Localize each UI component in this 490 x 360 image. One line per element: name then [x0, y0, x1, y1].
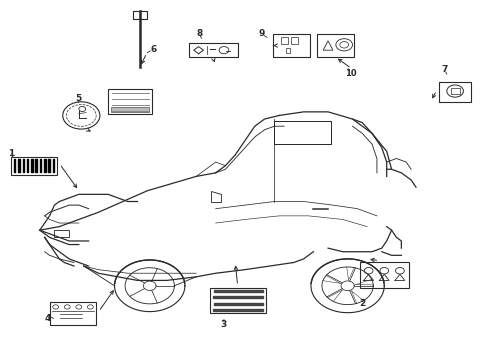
Bar — [108, 89, 152, 114]
Bar — [133, 12, 147, 19]
Bar — [11, 157, 57, 175]
Bar — [317, 34, 354, 57]
Text: 7: 7 — [441, 65, 448, 74]
Bar — [111, 107, 149, 112]
Bar — [451, 88, 460, 94]
Bar — [286, 48, 291, 53]
Bar — [439, 82, 471, 102]
Text: 2: 2 — [359, 299, 366, 308]
Text: 8: 8 — [197, 29, 203, 38]
Text: 4: 4 — [45, 314, 51, 323]
Bar — [189, 43, 238, 57]
Text: 1: 1 — [8, 149, 15, 158]
Bar — [50, 302, 96, 324]
Bar — [281, 37, 288, 44]
Polygon shape — [211, 191, 220, 202]
Bar — [54, 230, 69, 237]
Bar — [210, 288, 266, 313]
Bar — [292, 37, 298, 44]
Text: 9: 9 — [259, 29, 265, 38]
Circle shape — [63, 102, 100, 129]
Text: 5: 5 — [75, 94, 81, 103]
Bar — [274, 121, 331, 144]
Text: 10: 10 — [345, 69, 356, 78]
Text: 6: 6 — [150, 45, 156, 54]
Bar — [273, 34, 310, 57]
Text: 3: 3 — [220, 320, 226, 329]
Bar — [360, 262, 409, 288]
